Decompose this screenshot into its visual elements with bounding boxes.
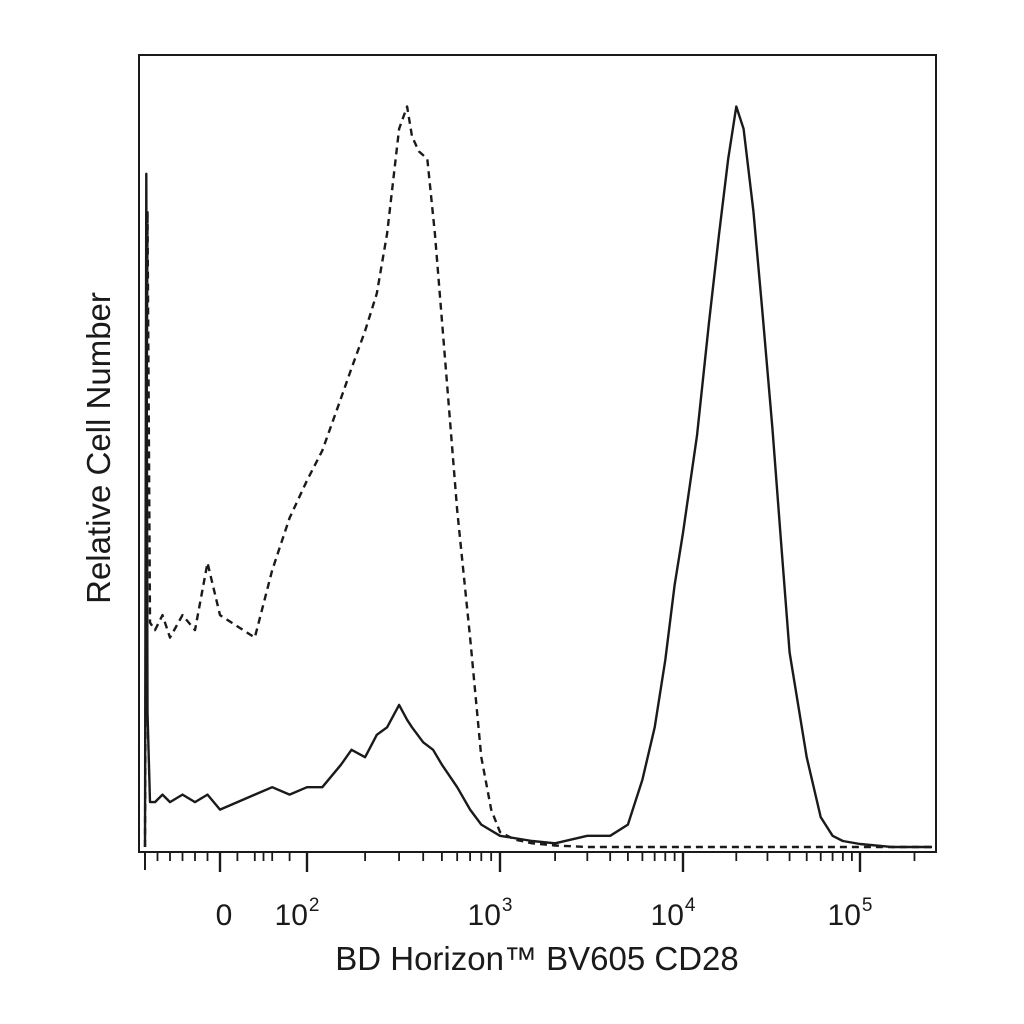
histogram-line-solid — [143, 105, 932, 849]
major-ticks — [218, 852, 862, 872]
x-tick-label: 102 — [275, 895, 320, 932]
x-tick-label: 105 — [828, 895, 873, 932]
y-axis-title: Relative Cell Number — [80, 292, 117, 604]
x-tick-label: 104 — [651, 895, 696, 932]
x-tick-label: 0 — [216, 899, 233, 932]
plot-frame — [138, 54, 937, 853]
x-axis-title: BD Horizon™ BV605 CD28 — [335, 940, 739, 977]
x-tick-labels: 0 102 103 104 105 — [216, 895, 873, 932]
x-tick-label: 103 — [468, 895, 513, 932]
plot-area — [138, 54, 937, 872]
series-layer — [143, 105, 932, 849]
histogram-line-dashed — [143, 105, 932, 849]
minor-ticks — [144, 852, 916, 870]
